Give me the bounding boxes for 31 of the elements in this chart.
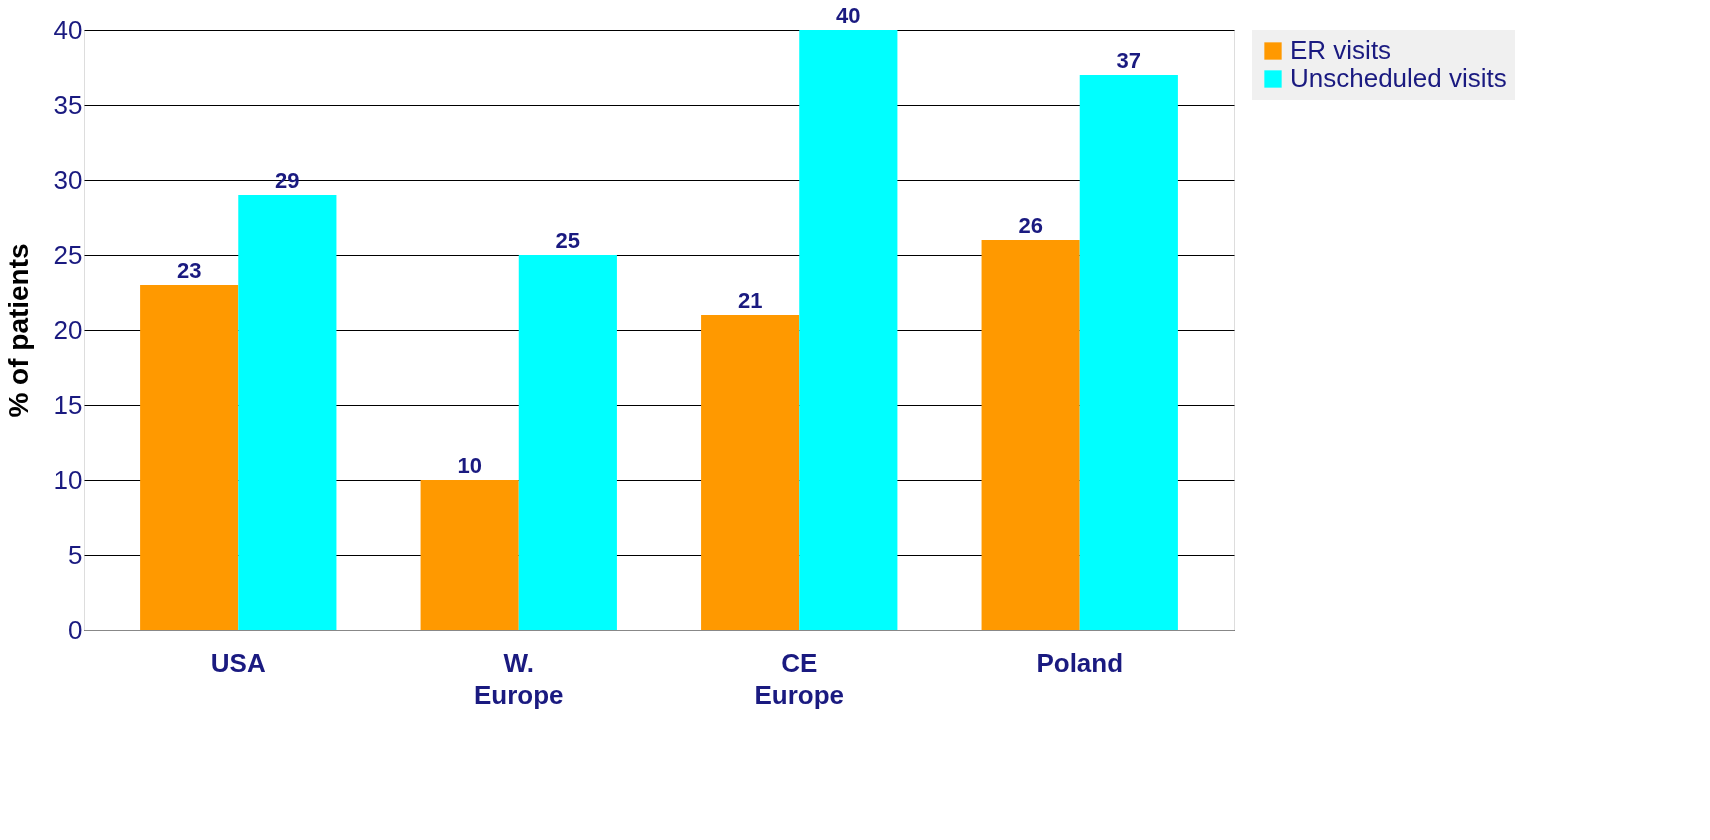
- legend-label: ER visits: [1290, 35, 1392, 65]
- x-tick-label: USA: [210, 647, 266, 678]
- x-tick-label: CE Europe: [754, 647, 845, 710]
- bar: [799, 30, 898, 630]
- y-tick-label: 30: [53, 164, 83, 195]
- bar: [981, 240, 1080, 630]
- legend-label: Unscheduled visits: [1290, 63, 1507, 93]
- bar: [420, 480, 519, 630]
- y-tick-label: 35: [53, 89, 83, 120]
- y-tick-label: 15: [53, 389, 83, 420]
- data-label: 40: [836, 3, 861, 28]
- data-label: 37: [1116, 48, 1142, 73]
- bar: [238, 195, 337, 630]
- y-tick-label: 10: [53, 464, 83, 495]
- bar: [140, 285, 239, 630]
- y-tick-label: 25: [53, 239, 83, 270]
- x-tick-label: W. Europe: [473, 647, 564, 710]
- y-tick-label: 20: [53, 314, 83, 345]
- data-label: 10: [457, 453, 482, 478]
- bar: [518, 255, 617, 630]
- bar: [1079, 75, 1178, 630]
- x-tick-label: Poland: [1036, 647, 1124, 678]
- bar: [701, 315, 800, 630]
- data-label: 23: [176, 258, 202, 283]
- data-label: 21: [737, 288, 763, 313]
- data-label: 26: [1018, 213, 1043, 238]
- y-tick-label: 0: [68, 614, 83, 645]
- data-label: 25: [555, 228, 581, 253]
- y-tick-label: 5: [68, 539, 83, 570]
- y-tick-label: 40: [53, 14, 83, 45]
- y-axis-title: % of patients: [2, 243, 34, 418]
